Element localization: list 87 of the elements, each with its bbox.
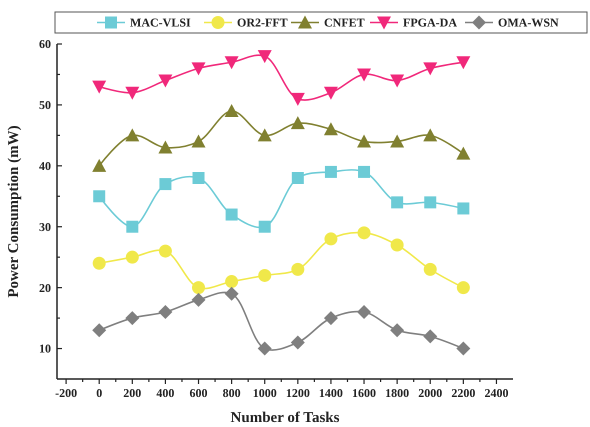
x-tick-label: 2000 [418, 386, 442, 400]
point [158, 140, 172, 154]
point [456, 342, 470, 356]
point [192, 292, 206, 307]
point [92, 80, 106, 94]
point [290, 92, 305, 106]
point [92, 323, 106, 338]
point [192, 172, 205, 184]
point [258, 268, 272, 282]
x-tick-label: 800 [222, 386, 241, 400]
legend-label: OMA-WSN [498, 16, 559, 30]
x-tick-label: 2400 [484, 386, 508, 400]
x-axis-title: Number of Tasks [230, 410, 340, 426]
point [158, 244, 172, 258]
point [292, 172, 304, 184]
y-tick-label: 20 [39, 280, 51, 295]
point [125, 311, 140, 326]
point [456, 146, 470, 160]
point [390, 238, 404, 252]
point [224, 104, 239, 117]
x-tick-label: 1800 [385, 386, 410, 400]
point [324, 86, 338, 100]
point [290, 335, 305, 350]
legend-label: CNFET [324, 16, 365, 30]
point [192, 134, 206, 148]
x-tick-label: 1000 [252, 386, 277, 400]
point [457, 202, 470, 214]
legend-label: FPGA-DA [403, 16, 458, 30]
point [390, 323, 404, 338]
y-axis-title: Power Consumption (mW) [6, 125, 22, 298]
point [92, 158, 106, 172]
x-tick-label: 0 [96, 386, 102, 400]
point [192, 62, 206, 76]
point [290, 116, 305, 130]
point [324, 122, 338, 136]
point [92, 256, 106, 270]
point [423, 329, 438, 344]
y-tick-label: 10 [39, 342, 51, 356]
point [390, 74, 404, 88]
point [158, 74, 172, 88]
point [224, 286, 239, 301]
legend-label: OR2-FFT [237, 16, 288, 30]
point [456, 281, 470, 294]
point [357, 68, 372, 82]
y-tick-label: 60 [39, 37, 51, 52]
point [358, 166, 370, 178]
x-tick-label: 1400 [318, 386, 343, 400]
point [291, 262, 304, 276]
point [225, 275, 238, 288]
point [258, 220, 271, 233]
point [93, 190, 106, 202]
point [125, 86, 140, 100]
x-tick-label: -200 [55, 386, 78, 400]
point [258, 342, 272, 356]
point [357, 134, 372, 148]
point [391, 196, 404, 208]
x-tick-label: 600 [190, 386, 208, 400]
y-tick-label: 40 [39, 159, 51, 174]
point [224, 56, 239, 70]
point [324, 232, 338, 246]
point [324, 311, 338, 326]
point [358, 226, 371, 240]
point [324, 166, 337, 178]
point [258, 128, 272, 142]
point [424, 196, 436, 208]
point [423, 62, 438, 76]
y-tick-label: 50 [39, 98, 51, 112]
point [456, 56, 470, 70]
point [192, 281, 206, 294]
x-tick-label: 400 [156, 386, 174, 400]
point [158, 305, 172, 319]
x-tick-label: 2200 [451, 386, 476, 400]
x-tick-label: 200 [123, 386, 142, 400]
point [258, 50, 272, 64]
point [226, 208, 238, 221]
point [125, 128, 140, 142]
point [423, 128, 438, 142]
point [126, 220, 138, 233]
y-tick-label: 30 [39, 220, 51, 234]
point [424, 262, 437, 276]
point [390, 134, 404, 148]
point [357, 305, 372, 319]
x-tick-label: 1600 [352, 386, 376, 400]
point [159, 178, 172, 190]
x-tick-label: 1200 [286, 386, 310, 400]
point [126, 250, 139, 264]
legend-label: MAC-VLSI [130, 16, 191, 30]
